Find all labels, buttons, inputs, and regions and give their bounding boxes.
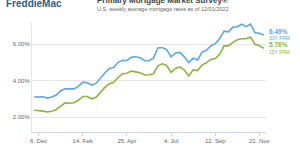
svg-text:4. Jul: 4. Jul	[164, 138, 178, 144]
svg-text:FreddieMac: FreddieMac	[6, 0, 62, 9]
svg-text:6. Dec: 6. Dec	[30, 138, 47, 144]
svg-text:4.00%: 4.00%	[13, 78, 31, 84]
svg-text:15Y FRM: 15Y FRM	[269, 49, 290, 55]
svg-text:U.S. weekly average mortgage r: U.S. weekly average mortgage rates as of…	[97, 6, 228, 12]
svg-text:30Y FRM: 30Y FRM	[269, 35, 290, 41]
svg-text:25. Apr: 25. Apr	[117, 138, 136, 144]
svg-text:6.00%: 6.00%	[13, 41, 31, 47]
svg-text:Primary Mortgage Market Survey: Primary Mortgage Market Survey®	[97, 0, 228, 5]
svg-text:12. Sep: 12. Sep	[205, 138, 226, 144]
svg-text:2.00%: 2.00%	[13, 114, 31, 120]
svg-text:5.76%: 5.76%	[269, 41, 288, 48]
svg-text:21. Nov: 21. Nov	[249, 138, 270, 144]
svg-text:6.49%: 6.49%	[269, 28, 288, 35]
svg-text:14. Feb: 14. Feb	[73, 138, 94, 144]
